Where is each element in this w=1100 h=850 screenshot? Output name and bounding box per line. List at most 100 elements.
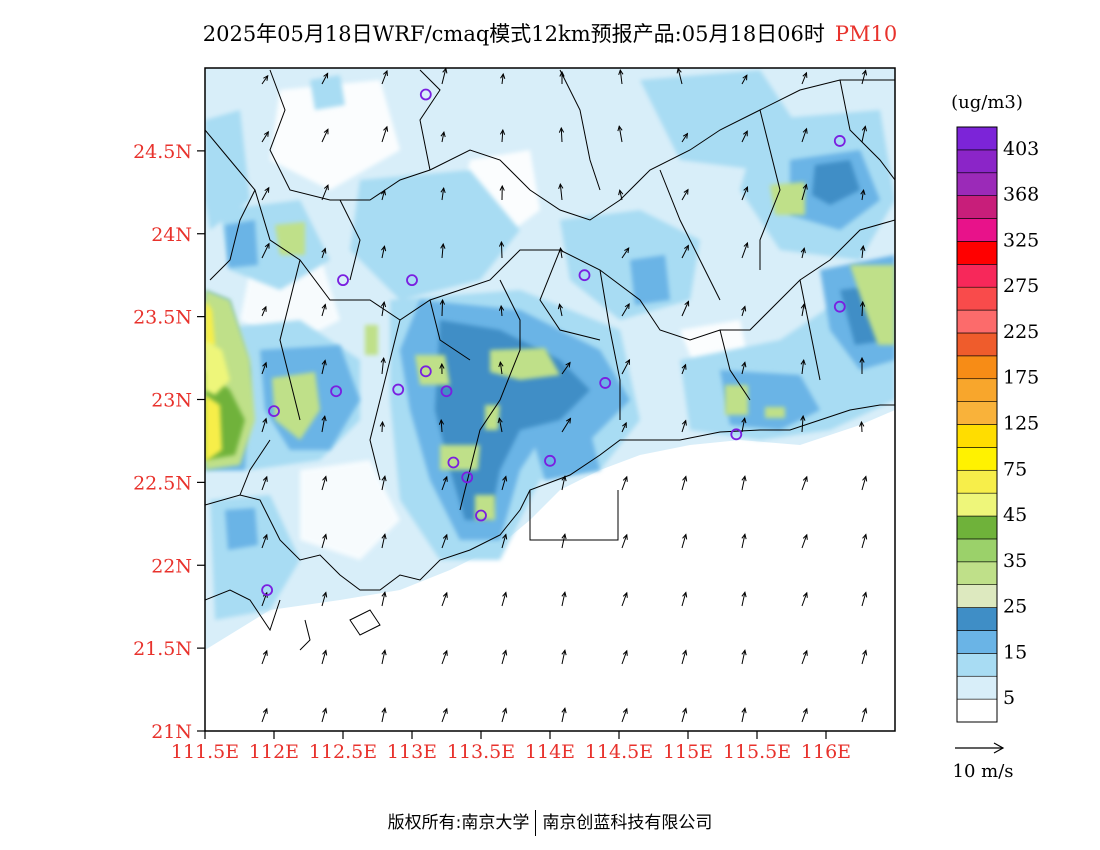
station-marker [330, 385, 343, 398]
copyright-footer: 版权所有:南京大学 南京创蓝科技有限公司 [0, 808, 1100, 836]
wind-vector [861, 707, 868, 723]
wind-vector [381, 707, 387, 723]
legend-swatch [956, 309, 998, 334]
wind-vector [440, 186, 446, 201]
lon-tick-label: 116E [801, 741, 851, 763]
wind-vector [621, 303, 630, 317]
lon-tick-label: 113E [387, 741, 437, 763]
legend-swatch [956, 653, 998, 677]
title-species: PM10 [834, 22, 898, 46]
legend-swatch [956, 218, 998, 242]
wind-vector [261, 533, 268, 549]
wind-vector [381, 533, 387, 549]
wind-vector [321, 533, 328, 549]
wind-vector [681, 188, 689, 201]
lat-tick-label: 22N [151, 555, 192, 577]
wind-vector [859, 420, 865, 433]
legend-swatch [956, 241, 998, 265]
wind-vector [381, 591, 387, 607]
lon-tick-label: 114E [525, 741, 575, 763]
wind-vector [439, 362, 445, 375]
wind-vector [321, 128, 329, 143]
wind-vector [321, 184, 329, 201]
lon-tick-label: 113.5E [447, 741, 515, 763]
wind-vector [561, 361, 571, 375]
wind-vector [559, 70, 565, 84]
legend-swatch [956, 378, 998, 402]
wind-vector [261, 74, 269, 85]
lat-tick-label: 23N [151, 390, 192, 412]
legend-label: 75 [1003, 458, 1027, 480]
concentration-legend: (ug/m3) 5 15 25 35 45 75 125 175 225 275 325 368 403 [951, 92, 1039, 723]
wind-vector [558, 182, 564, 201]
title-main: 2025年05月18日WRF/cmaq模式12km预报产品:05月18日06时 [202, 22, 825, 46]
wind-vector [861, 533, 868, 549]
station-marker [419, 365, 432, 378]
wind-vector [440, 131, 446, 143]
legend-label: 175 [1003, 367, 1039, 389]
lon-tick-label: 115.5E [723, 741, 791, 763]
wind-vector [501, 475, 508, 491]
wind-vector [741, 533, 747, 549]
legend-swatch [956, 447, 998, 471]
wind-vector [438, 418, 445, 433]
wind-vector [261, 707, 268, 723]
station-marker [440, 385, 453, 398]
wind-vector [621, 358, 631, 375]
legend-label: 225 [1003, 321, 1039, 343]
wind-vector [321, 72, 329, 85]
legend-swatch [956, 355, 998, 380]
wind-vector [741, 649, 747, 665]
wind-vector [681, 475, 688, 491]
station-marker [599, 377, 612, 389]
wind-vector [801, 183, 808, 201]
wind-vector [681, 363, 687, 375]
legend-swatch [956, 424, 998, 448]
wind-vector [439, 298, 446, 317]
legend-swatch [956, 172, 998, 196]
wind-vector [441, 475, 448, 491]
wind-vector [380, 189, 387, 201]
wind-vector [741, 361, 747, 375]
legend-swatch [956, 607, 998, 631]
station-marker [833, 135, 846, 147]
wind-vector [621, 421, 627, 433]
footer-right: 南京创蓝科技有限公司 [542, 813, 713, 833]
wind-vector [681, 244, 689, 259]
wind-vector [261, 186, 270, 201]
wind-vector [860, 244, 866, 259]
wind-vector [441, 649, 448, 665]
legend-swatch [956, 149, 998, 174]
wind-vector [621, 707, 628, 723]
wind-vector [380, 356, 386, 375]
wind-vector [561, 533, 567, 549]
legend-swatch [956, 515, 998, 540]
wind-vector [741, 707, 747, 723]
wind-vector [681, 300, 690, 317]
wind-vector [440, 242, 446, 259]
wind-vector [321, 303, 327, 317]
wind-vector [741, 130, 748, 143]
wind-vector [618, 189, 624, 201]
wind-vector [381, 245, 387, 259]
wind-vector [561, 707, 567, 723]
footer-left: 版权所有:南京大学 [387, 813, 530, 833]
wind-vector [800, 303, 806, 317]
station-marker [261, 584, 274, 597]
station-marker [461, 471, 474, 484]
legend-swatch [956, 195, 998, 219]
wind-vector [499, 184, 505, 201]
wind-vector [499, 128, 506, 143]
wind-vector [741, 186, 749, 201]
wind-vector [621, 475, 628, 491]
legend-label: 125 [1003, 413, 1039, 435]
wind-vector [621, 649, 628, 665]
station-marker [578, 269, 591, 282]
station-marker [392, 383, 405, 396]
wind-vector [381, 125, 389, 143]
wind-vector [498, 360, 504, 375]
wind-vector [321, 415, 327, 433]
wind-vector [501, 707, 508, 723]
lon-tick-label: 112.5E [309, 741, 377, 763]
wind-vector [621, 533, 628, 549]
